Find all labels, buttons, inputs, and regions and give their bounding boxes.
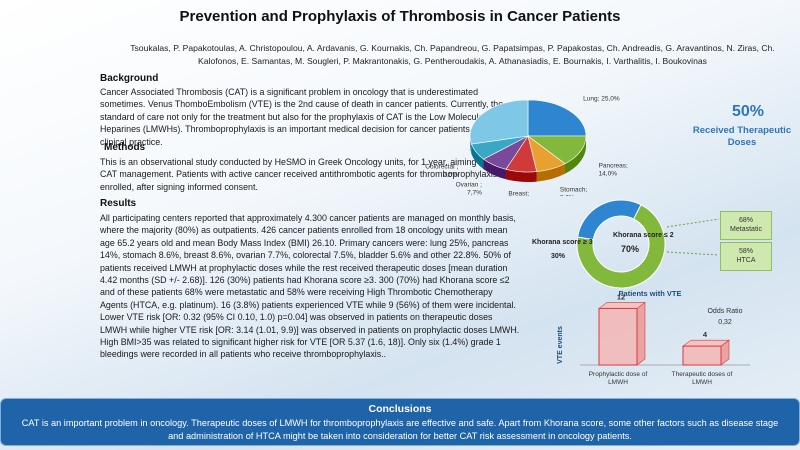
methods-text: This is an observational study conducted… xyxy=(100,157,519,192)
bar-side-0 xyxy=(636,301,646,366)
htca-box: 58% HTCA xyxy=(720,242,772,271)
pie-wall-ovarian xyxy=(483,159,506,180)
pie-wall-stomach xyxy=(536,163,565,182)
bar-value-label-1: 4 xyxy=(703,330,708,339)
methods-heading: Methods xyxy=(104,142,146,153)
htca-label: HTCA xyxy=(736,257,756,264)
results-text: All participating centers reported that … xyxy=(100,213,520,360)
pie-wall-pancreas xyxy=(564,136,586,174)
pie-slice-other xyxy=(469,99,529,145)
donut-slices xyxy=(576,199,666,289)
bar-category-label-0: Prophylactic dose of LMWH xyxy=(589,371,648,386)
bar-top-0 xyxy=(598,302,646,309)
pie-slice-pancreas xyxy=(527,135,587,165)
donut-value-khorana-le2: 70% xyxy=(621,244,639,254)
pie-label-breast: Breast;8,6% xyxy=(508,191,529,196)
bar-value-label-0: 12 xyxy=(617,292,625,301)
pie-label-lung: Lung; 25,0% xyxy=(583,96,620,103)
donut-slice-1 xyxy=(576,204,666,289)
conclusions-text: CAT is an important problem in oncology.… xyxy=(21,418,779,441)
connector-line-htca xyxy=(666,251,720,256)
bar-marks: 12 Prophylactic dose of LMWH 4 Therapeutic d… xyxy=(589,292,733,386)
bar-therapeutic-doses-of-lmwh xyxy=(682,345,722,366)
pie-slices xyxy=(469,99,587,182)
metastatic-value: 68% xyxy=(738,217,753,224)
donut-label-khorana-le2: Khorana score ≤ 2 xyxy=(613,232,674,239)
bar-chart-title: Patients with VTE xyxy=(619,289,682,298)
bar-chart-ylabel: VTE events xyxy=(557,326,564,364)
conclusions-panel: Conclusions CAT is an important problem … xyxy=(0,398,800,446)
pie-label-stomach: Stomach;8,6% xyxy=(560,187,588,196)
donut-value-khorana-ge3: 30% xyxy=(551,253,566,260)
author-list: Tsoukalas, P. Papakotoulas, A. Christopo… xyxy=(130,43,775,66)
therapeutic-percent: 50% xyxy=(731,103,765,120)
donut-label-khorana-ge3: Khorana score ≥ 3 xyxy=(532,239,593,246)
odds-ratio-value: 0,32 xyxy=(718,319,732,326)
htca-value: 58% xyxy=(738,248,753,255)
pie-slice-lung xyxy=(527,99,587,137)
pie-label-colorectal: Colorectal ; 7,5% xyxy=(425,163,458,178)
metastatic-box: 68% Metastatic xyxy=(720,211,772,240)
therapeutic-caption: Received Therapeutic Doses xyxy=(692,125,792,148)
results-heading: Results xyxy=(100,198,137,209)
bar-category-label-1: Therapeutic doses of LMWH xyxy=(672,371,733,386)
connector-line-metastatic xyxy=(666,218,720,228)
pie-wall-breast xyxy=(505,169,537,182)
khorana-donut-chart: Khorana score ≥ 3 Khorana score ≤ 2 30% … xyxy=(532,199,720,289)
background-heading: Background xyxy=(100,73,159,84)
pie-label-pancreas: Pancreas; 14,0% xyxy=(599,162,628,177)
cancer-type-pie-chart: Lung; 25,0% Pancreas;14,0% Stomach;8,6% Bre… xyxy=(425,96,628,196)
conclusions-heading: Conclusions xyxy=(368,403,432,415)
pie-label-ovarian: Ovarian ; 7,7% xyxy=(456,181,483,196)
pie-labels: Lung; 25,0% Pancreas;14,0% Stomach;8,6% Bre… xyxy=(425,96,628,196)
vte-bar-chart: Patients with VTE VTE events Odds Ratio … xyxy=(557,289,750,386)
poster-title: Prevention and Prophylaxis of Thrombosis… xyxy=(179,8,621,25)
metastatic-label: Metastatic xyxy=(730,226,762,233)
bar-prophylactic-dose-of-lmwh xyxy=(598,307,638,366)
bar-top-1 xyxy=(682,339,730,347)
odds-ratio-label: Odds Ratio xyxy=(707,308,742,315)
background-text: Cancer Associated Thrombosis (CAT) is a … xyxy=(100,87,517,147)
